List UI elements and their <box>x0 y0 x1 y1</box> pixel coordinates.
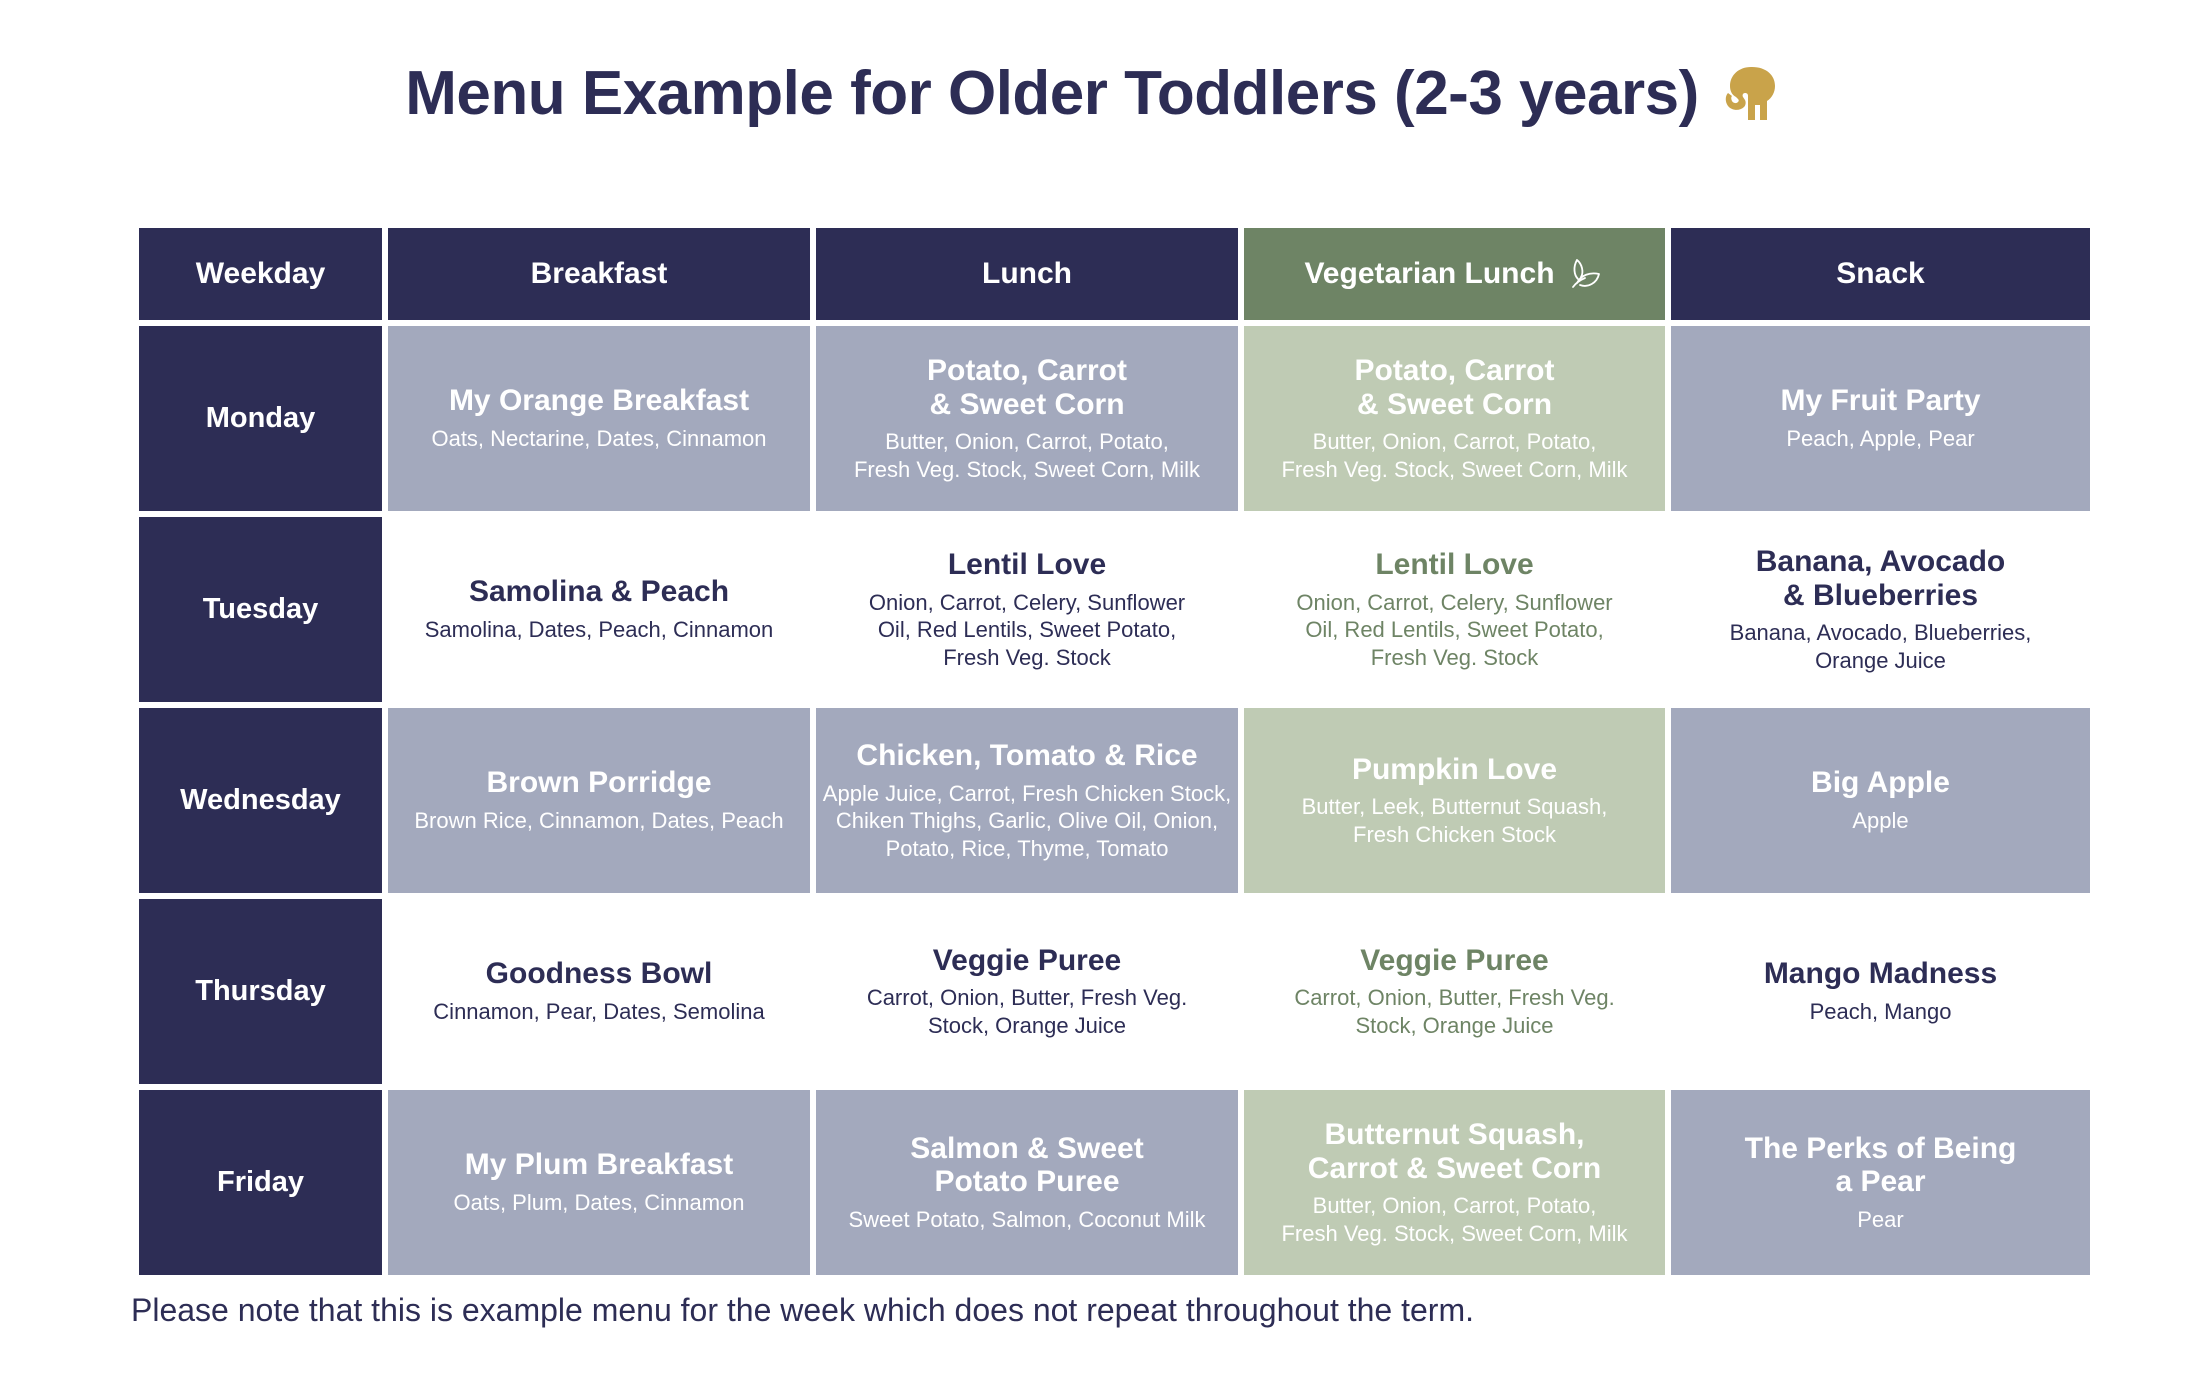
meal-title: My Plum Breakfast <box>464 1148 734 1182</box>
meal-cell-friday-breakfast: My Plum Breakfast Oats, Plum, Dates, Cinn… <box>388 1090 810 1275</box>
meal-ingredients: Samolina, Dates, Peach, Cinnamon <box>424 617 774 643</box>
meal-cell-tuesday-breakfast: Samolina & Peach Samolina, Dates, Peach, … <box>388 517 810 702</box>
meal-ingredients: Carrot, Onion, Butter, Fresh Veg. Stock, … <box>866 985 1188 1038</box>
table-row: Monday My Orange Breakfast Oats, Nectarine… <box>139 326 2090 511</box>
meal-ingredients: Oats, Plum, Dates, Cinnamon <box>453 1190 745 1216</box>
meal-cell-friday-snack: The Perks of Being a Pear Pear <box>1671 1090 2090 1275</box>
meal-title: Big Apple <box>1811 766 1950 800</box>
column-header-breakfast-label: Breakfast <box>530 257 668 290</box>
meal-ingredients: Sweet Potato, Salmon, Coconut Milk <box>848 1206 1206 1232</box>
meal-cell-thursday-lunch: Veggie Puree Carrot, Onion, Butter, Fresh… <box>816 899 1238 1084</box>
meal-cell-monday-lunch: Potato, Carrot & Sweet Corn Butter, Onion,… <box>816 326 1238 511</box>
meal-title: Potato, Carrot & Sweet Corn <box>926 353 1127 421</box>
meal-ingredients: Apple <box>1852 808 1909 834</box>
meal-title: Banana, Avocado & Blueberries <box>1755 544 2006 612</box>
meal-ingredients: Banana, Avocado, Blueberries, Orange Juic… <box>1729 620 2032 673</box>
meal-title: Brown Porridge <box>486 766 712 800</box>
meal-cell-wednesday-breakfast: Brown Porridge Brown Rice, Cinnamon, Date… <box>388 708 810 893</box>
elephant-icon <box>1721 63 1787 125</box>
meal-title: Pumpkin Love <box>1351 752 1558 786</box>
day-label-friday: Friday <box>139 1090 382 1275</box>
meal-title: Goodness Bowl <box>485 957 713 991</box>
leaf-icon <box>1565 254 1605 294</box>
meal-title: My Orange Breakfast <box>448 384 750 418</box>
meal-cell-monday-snack: My Fruit Party Peach, Apple, Pear <box>1671 326 2090 511</box>
meal-cell-wednesday-lunch: Chicken, Tomato & Rice Apple Juice, Carro… <box>816 708 1238 893</box>
meal-ingredients: Peach, Mango <box>1809 999 1952 1025</box>
table-row: Wednesday Brown Porridge Brown Rice, Cinna… <box>139 708 2090 893</box>
table-row: Friday My Plum Breakfast Oats, Plum, Dates… <box>139 1090 2090 1275</box>
meal-cell-tuesday-snack: Banana, Avocado & Blueberries Banana, Avoc… <box>1671 517 2090 702</box>
meal-cell-friday-vegetarian-lunch: Butternut Squash, Carrot & Sweet Corn Butt… <box>1244 1090 1665 1275</box>
meal-cell-wednesday-snack: Big Apple Apple <box>1671 708 2090 893</box>
meal-cell-thursday-vegetarian-lunch: Veggie Puree Carrot, Onion, Butter, Fresh… <box>1244 899 1665 1084</box>
meal-ingredients: Onion, Carrot, Celery, Sunflower Oil, Red… <box>1296 589 1613 670</box>
column-header-snack: Snack <box>1671 228 2090 320</box>
column-header-snack-label: Snack <box>1836 257 1925 290</box>
meal-ingredients: Apple Juice, Carrot, Fresh Chicken Stock… <box>822 780 1232 861</box>
meal-title: Butternut Squash, Carrot & Sweet Corn <box>1307 1117 1602 1185</box>
meal-title: Potato, Carrot & Sweet Corn <box>1354 353 1555 421</box>
meal-ingredients: Pear <box>1857 1206 1904 1232</box>
column-header-vegetarian-lunch: Vegetarian Lunch <box>1244 228 1665 320</box>
meal-cell-thursday-breakfast: Goodness Bowl Cinnamon, Pear, Dates, Semo… <box>388 899 810 1084</box>
meal-cell-thursday-snack: Mango Madness Peach, Mango <box>1671 899 2090 1084</box>
footnote: Please note that this is example menu fo… <box>131 1292 1474 1328</box>
meal-title: Lentil Love <box>1375 547 1534 581</box>
table-row: Thursday Goodness Bowl Cinnamon, Pear, Dat… <box>139 899 2090 1084</box>
meal-ingredients: Peach, Apple, Pear <box>1786 426 1975 452</box>
day-label-thursday: Thursday <box>139 899 382 1084</box>
meal-ingredients: Onion, Carrot, Celery, Sunflower Oil, Red… <box>868 589 1186 670</box>
day-label-wednesday: Wednesday <box>139 708 382 893</box>
day-label-monday: Monday <box>139 326 382 511</box>
page-title-text: Menu Example for Older Toddlers (2-3 yea… <box>405 59 1699 128</box>
meal-ingredients: Butter, Leek, Butternut Squash, Fresh Chi… <box>1301 794 1608 847</box>
meal-title: Samolina & Peach <box>468 575 730 609</box>
page-title: Menu Example for Older Toddlers (2-3 yea… <box>0 58 2192 129</box>
meal-title: The Perks of Being a Pear <box>1744 1131 2017 1199</box>
meal-ingredients: Butter, Onion, Carrot, Potato, Fresh Veg.… <box>1281 1193 1628 1246</box>
weekly-menu-table: Weekday Breakfast Lunch Vegetarian Lunch <box>133 222 2096 1281</box>
column-header-weekday-label: Weekday <box>195 257 326 290</box>
table-row: Tuesday Samolina & Peach Samolina, Dates, … <box>139 517 2090 702</box>
column-header-lunch: Lunch <box>816 228 1238 320</box>
column-header-breakfast: Breakfast <box>388 228 810 320</box>
column-header-lunch-label: Lunch <box>982 257 1072 290</box>
meal-ingredients: Carrot, Onion, Butter, Fresh Veg. Stock, … <box>1294 985 1615 1038</box>
meal-ingredients: Butter, Onion, Carrot, Potato, Fresh Veg.… <box>853 429 1201 482</box>
meal-cell-tuesday-vegetarian-lunch: Lentil Love Onion, Carrot, Celery, Sunflo… <box>1244 517 1665 702</box>
table-body: Monday My Orange Breakfast Oats, Nectarine… <box>139 326 2090 1275</box>
meal-cell-monday-breakfast: My Orange Breakfast Oats, Nectarine, Date… <box>388 326 810 511</box>
meal-title: Veggie Puree <box>1360 943 1549 977</box>
meal-title: My Fruit Party <box>1780 384 1981 418</box>
column-header-weekday: Weekday <box>139 228 382 320</box>
day-label-tuesday: Tuesday <box>139 517 382 702</box>
meal-cell-tuesday-lunch: Lentil Love Onion, Carrot, Celery, Sunflo… <box>816 517 1238 702</box>
meal-title: Salmon & Sweet Potato Puree <box>910 1131 1144 1199</box>
meal-title: Lentil Love <box>947 547 1107 581</box>
meal-cell-wednesday-vegetarian-lunch: Pumpkin Love Butter, Leek, Butternut Squa… <box>1244 708 1665 893</box>
meal-cell-monday-vegetarian-lunch: Potato, Carrot & Sweet Corn Butter, Onion,… <box>1244 326 1665 511</box>
column-header-vegetarian-lunch-label: Vegetarian Lunch <box>1304 257 1555 290</box>
meal-title: Mango Madness <box>1763 957 1998 991</box>
meal-ingredients: Cinnamon, Pear, Dates, Semolina <box>433 999 765 1025</box>
table-header-row: Weekday Breakfast Lunch Vegetarian Lunch <box>139 228 2090 320</box>
meal-cell-friday-lunch: Salmon & Sweet Potato Puree Sweet Potato, … <box>816 1090 1238 1275</box>
meal-title: Veggie Puree <box>932 943 1122 977</box>
meal-ingredients: Brown Rice, Cinnamon, Dates, Peach <box>414 808 784 834</box>
meal-ingredients: Butter, Onion, Carrot, Potato, Fresh Veg.… <box>1281 429 1628 482</box>
meal-title: Chicken, Tomato & Rice <box>856 738 1198 772</box>
meal-ingredients: Oats, Nectarine, Dates, Cinnamon <box>431 426 767 452</box>
